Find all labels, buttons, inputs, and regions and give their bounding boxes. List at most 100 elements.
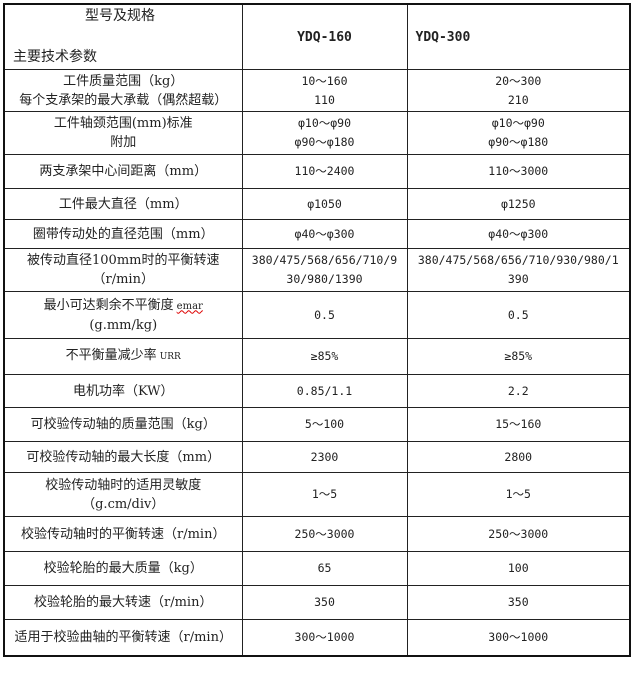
param-cell-line: （r/min） <box>92 272 154 287</box>
ydq160-value-line: φ90～φ180 <box>294 135 355 149</box>
ydq300-value: φ40～φ300 <box>406 219 631 249</box>
ydq160-value: 110～2400 <box>241 154 408 189</box>
ydq160-value: 0.85/1.1 <box>241 374 408 408</box>
param-cell-line: 附加 <box>110 135 137 150</box>
ydq300-value: φ1250 <box>406 188 631 220</box>
table-row: 电机功率（KW） 0.85/1.1 2.2 <box>3 374 631 408</box>
param-cell-line: 可校验传动轴的最大长度（mm） <box>26 449 221 465</box>
param-cell: 不平衡量减少率 URR <box>3 338 243 375</box>
ydq300-value-line: φ1250 <box>500 196 536 211</box>
param-cell-line: 校验轮胎的最大质量（kg） <box>43 561 203 576</box>
ydq300-value: 110～3000 <box>406 154 631 189</box>
ydq160-value-line: 65 <box>317 561 332 575</box>
ydq160-value-line: 2300 <box>310 449 339 464</box>
param-cell: 工件最大直径（mm） <box>3 188 243 220</box>
ydq160-value-line: 30/980/1390 <box>286 272 363 286</box>
param-cell-line: 可校验传动轴的质量范围（kg） <box>30 417 216 432</box>
param-cell: 工件质量范围（kg） 每个支承架的最大承载（偶然超载） <box>3 69 243 112</box>
ydq160-value: 0.5 <box>241 291 408 339</box>
table-row: 工件质量范围（kg） 每个支承架的最大承载（偶然超载） 10～160 110 20～30… <box>3 69 631 112</box>
ydq160-value-line: ≥85% <box>310 349 339 363</box>
table-row: 圈带传动处的直径范围（mm） φ40～φ300 φ40～φ300 <box>3 219 631 249</box>
table-row: 可校验传动轴的最大长度（mm） 2300 2800 <box>3 441 631 473</box>
table-row: 校验传动轴时的平衡转速（r/min） 250～3000 250～3000 <box>3 516 631 552</box>
ydq300-value-line: φ40～φ300 <box>488 226 549 241</box>
ydq300-value: 2800 <box>406 441 631 473</box>
ydq160-value-line: 0.85/1.1 <box>296 383 353 398</box>
param-cell-line: 电机功率（KW） <box>72 383 174 399</box>
ydq160-value-line: 110 <box>314 92 335 107</box>
ydq300-value-line: ≥85% <box>504 349 533 363</box>
param-cell: 可校验传动轴的质量范围（kg） <box>3 407 243 442</box>
ydq160-value-line: φ40～φ300 <box>294 226 355 241</box>
param-cell-line: 工件轴颈范围(mm)标准 <box>53 116 193 131</box>
ydq160-value-line: φ10～φ90 <box>297 116 352 130</box>
table-row: 可校验传动轴的质量范围（kg） 5～100 15～160 <box>3 407 631 442</box>
ydq300-value: 20～300 210 <box>406 69 631 112</box>
ydq300-value-line: 20～300 <box>495 73 542 88</box>
ydq300-value-line: 110～3000 <box>488 164 549 178</box>
ydq300-value-line: φ90～φ180 <box>488 135 549 149</box>
param-cell-line: （g.cm/div） <box>82 496 165 512</box>
ydq160-value: φ10～φ90 φ90～φ180 <box>241 111 408 155</box>
ydq160-value: 380/475/568/656/710/9 30/980/1390 <box>241 248 408 292</box>
ydq160-value-line: 0.5 <box>314 307 335 322</box>
param-label: 主要技术参数 <box>13 49 97 65</box>
param-cell: 可校验传动轴的最大长度（mm） <box>3 441 243 473</box>
ydq300-value-line: 350 <box>507 595 529 609</box>
param-cell-line: 圈带传动处的直径范围（mm） <box>32 226 214 242</box>
ydq300-value-line: 210 <box>507 92 529 107</box>
param-cell-line: 最小可达剩余不平衡度 <box>43 297 174 313</box>
model-ydq160: YDQ-160 <box>241 3 408 70</box>
param-cell-line: (g.mm/kg) <box>89 317 158 333</box>
param-cell-line: 校验传动轴时的适用灵敏度 <box>45 477 202 493</box>
param-cell-line: 两支承架中心间距离（mm） <box>39 164 208 179</box>
param-cell-line: 不平衡量减少率 <box>65 348 157 363</box>
ydq160-value-line: 250～3000 <box>294 526 355 541</box>
ydq160-value-line: 5～100 <box>304 417 345 431</box>
param-cell-line: 工件质量范围（kg） <box>63 73 184 89</box>
ydq300-value: ≥85% <box>406 338 631 375</box>
param-symbol: emar <box>176 300 203 312</box>
param-cell-line: 校验传动轴时的平衡转速（r/min） <box>21 526 226 542</box>
param-cell: 校验轮胎的最大转速（r/min） <box>3 585 243 620</box>
table-row: 最小可达剩余不平衡度 emar (g.mm/kg) 0.5 0.5 <box>3 291 631 339</box>
param-cell: 校验传动轴时的平衡转速（r/min） <box>3 516 243 552</box>
param-cell-line: 校验轮胎的最大转速（r/min） <box>34 595 213 610</box>
ydq300-value-line: φ10～φ90 <box>491 116 545 130</box>
ydq300-value-line: 15～160 <box>495 417 542 431</box>
param-cell: 两支承架中心间距离（mm） <box>3 154 243 189</box>
param-cell: 校验传动轴时的适用灵敏度 （g.cm/div） <box>3 472 243 517</box>
spec-table: 型号及规格 主要技术参数 YDQ-160 YDQ-300 工件质量范围（kg） 每… <box>3 3 631 657</box>
param-cell-line: 工件最大直径（mm） <box>58 196 188 212</box>
param-cell: 适用于校验曲轴的平衡转速（r/min） <box>3 619 243 656</box>
table-row: 工件最大直径（mm） φ1050 φ1250 <box>3 188 631 220</box>
param-cell: 校验轮胎的最大质量（kg） <box>3 551 243 586</box>
ydq300-value: 380/475/568/656/710/930/980/1 390 <box>406 248 631 292</box>
param-cell: 最小可达剩余不平衡度 emar (g.mm/kg) <box>3 291 243 339</box>
ydq160-value: φ40～φ300 <box>241 219 408 249</box>
ydq300-value-line: 100 <box>507 561 529 575</box>
ydq300-value: 0.5 <box>406 291 631 339</box>
ydq300-value: 350 <box>406 585 631 620</box>
param-cell-line: 每个支承架的最大承载（偶然超载） <box>19 92 228 108</box>
param-cell-line: 被传动直径100mm时的平衡转速 <box>27 253 220 268</box>
ydq300-value-line: 1～5 <box>505 487 531 501</box>
ydq300-value: 300～1000 <box>406 619 631 656</box>
ydq160-value-line: 380/475/568/656/710/9 <box>251 253 398 267</box>
ydq160-value: 5～100 <box>241 407 408 442</box>
param-cell: 电机功率（KW） <box>3 374 243 408</box>
ydq160-value-line: 10～160 <box>301 73 348 88</box>
ydq160-value-line: 110～2400 <box>294 164 355 178</box>
header-corner-cell: 型号及规格 主要技术参数 <box>3 3 243 70</box>
table-row: 两支承架中心间距离（mm） 110～2400 110～3000 <box>3 154 631 189</box>
ydq160-value: φ1050 <box>241 188 408 220</box>
table-row: 校验轮胎的最大转速（r/min） 350 350 <box>3 585 631 620</box>
ydq300-value: φ10～φ90 φ90～φ180 <box>406 111 631 155</box>
param-cell-line: 适用于校验曲轴的平衡转速（r/min） <box>14 629 232 645</box>
ydq160-value: 350 <box>241 585 408 620</box>
ydq160-value: ≥85% <box>241 338 408 375</box>
ydq300-value-line: 250～3000 <box>488 526 549 541</box>
ydq300-value: 2.2 <box>406 374 631 408</box>
param-cell: 被传动直径100mm时的平衡转速 （r/min） <box>3 248 243 292</box>
